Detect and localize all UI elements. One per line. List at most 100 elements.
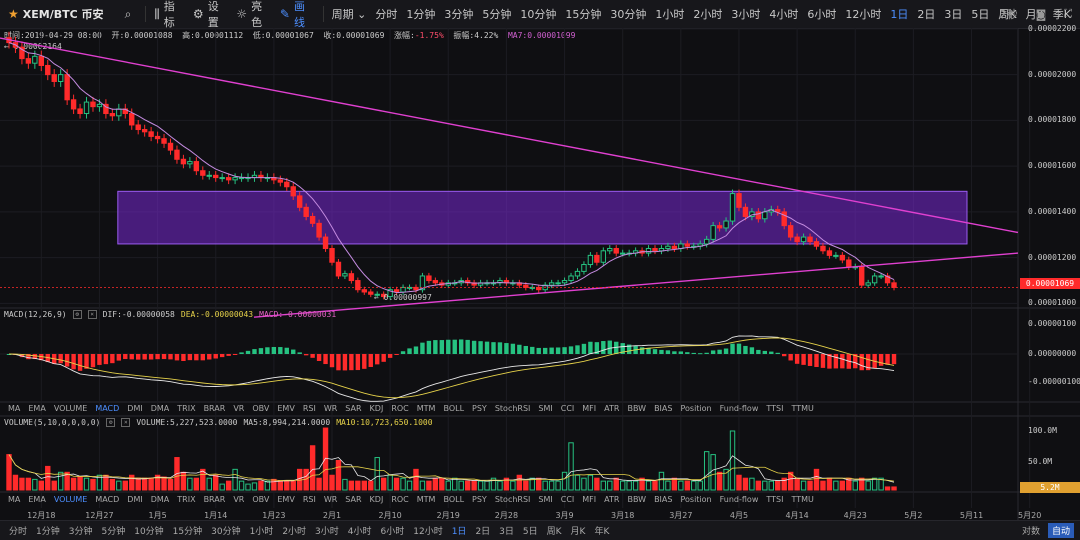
volume-tab-24[interactable]: BBW [627,495,647,504]
volume-tab-15[interactable]: ROC [391,495,409,504]
bottom-interval-18[interactable]: 月K [570,527,586,537]
volume-tab-10[interactable]: EMV [277,495,295,504]
volume-tab-20[interactable]: SMI [538,495,553,504]
bottom-interval-3[interactable]: 5分钟 [101,527,126,537]
macd-tab-11[interactable]: RSI [302,404,316,413]
settings-button[interactable]: ⚙ 设置 [193,0,226,30]
macd-tab-13[interactable]: SAR [345,404,362,413]
volume-tab-18[interactable]: PSY [472,495,487,504]
interval-6[interactable]: 30分钟 [610,8,647,21]
volume-close-icon[interactable]: × [121,418,131,427]
bottom-interval-0[interactable]: 分时 [9,527,28,537]
macd-tab-21[interactable]: CCI [560,404,575,413]
interval-9[interactable]: 3小时 [731,8,761,21]
macd-close-icon[interactable]: × [87,310,97,319]
volume-tab-28[interactable]: TTSI [766,495,784,504]
bottom-interval-19[interactable]: 年K [594,527,610,537]
macd-tab-8[interactable]: VR [233,404,245,413]
interval-0[interactable]: 分时 [375,8,398,21]
draw-button[interactable]: ✎ 画线 [280,0,313,30]
volume-tab-1[interactable]: EMA [28,495,46,504]
macd-tab-16[interactable]: MTM [416,404,436,413]
bottom-interval-6[interactable]: 30分钟 [211,527,241,537]
log-scale-button[interactable]: 对数 [1021,527,1040,537]
bottom-interval-10[interactable]: 4小时 [347,527,372,537]
search-button[interactable]: ⌕ [125,7,136,22]
bottom-interval-8[interactable]: 2小时 [282,527,307,537]
interval-10[interactable]: 4小时 [769,8,799,21]
volume-tab-26[interactable]: Position [680,495,712,504]
volume-tab-11[interactable]: RSI [302,495,316,504]
bottom-interval-12[interactable]: 12小时 [413,527,443,537]
volume-tab-14[interactable]: KDJ [369,495,384,504]
volume-tab-12[interactable]: WR [323,495,338,504]
bottom-interval-9[interactable]: 3小时 [315,527,339,537]
volume-tab-16[interactable]: MTM [416,495,436,504]
bottom-interval-4[interactable]: 10分钟 [134,527,164,537]
volume-tab-29[interactable]: TTMU [791,495,814,504]
macd-tab-1[interactable]: EMA [28,404,46,413]
volume-tab-19[interactable]: StochRSI [494,495,531,504]
macd-tab-14[interactable]: KDJ [369,404,384,413]
camera-icon[interactable]: ◙ [1035,7,1047,21]
volume-settings-icon[interactable]: ⚙ [106,418,116,427]
volume-tab-22[interactable]: MFI [582,495,597,504]
macd-tab-19[interactable]: StochRSI [494,404,531,413]
fullscreen-icon[interactable]: ⛶ [1064,7,1072,20]
volume-tab-17[interactable]: BOLL [443,495,465,504]
macd-settings-icon[interactable]: ⚙ [72,310,82,319]
auto-scale-button[interactable]: 自动 [1047,523,1074,538]
macd-tab-10[interactable]: EMV [277,404,295,413]
volume-tab-4[interactable]: DMI [127,495,143,504]
macd-tab-20[interactable]: SMI [538,404,553,413]
macd-tab-17[interactable]: BOLL [443,404,465,413]
interval-2[interactable]: 3分钟 [444,8,474,21]
macd-tab-28[interactable]: TTSI [766,404,784,413]
macd-tab-23[interactable]: ATR [604,404,620,413]
macd-tab-29[interactable]: TTMU [791,404,814,413]
macd-tab-3[interactable]: MACD [95,404,120,413]
interval-1[interactable]: 1分钟 [406,8,436,21]
interval-17[interactable]: 周K [998,8,1017,21]
indicator-button[interactable]: ⫼ 指标 [154,0,183,30]
interval-14[interactable]: 2日 [917,8,936,21]
brightness-button[interactable]: ☼ 亮色 [236,0,269,30]
volume-tab-9[interactable]: OBV [252,495,270,504]
interval-11[interactable]: 6小时 [807,8,837,21]
interval-5[interactable]: 15分钟 [565,8,602,21]
macd-tab-6[interactable]: TRIX [177,404,196,413]
interval-13[interactable]: 1日 [890,8,909,21]
volume-tab-21[interactable]: CCI [560,495,575,504]
interval-18[interactable]: 月K [1025,8,1044,21]
macd-tab-9[interactable]: OBV [252,404,270,413]
macd-tab-4[interactable]: DMI [127,404,143,413]
bottom-interval-15[interactable]: 3日 [499,527,514,537]
period-dropdown[interactable]: 周期 ⌄ [332,6,367,22]
volume-tab-8[interactable]: VR [233,495,245,504]
macd-tab-22[interactable]: MFI [582,404,597,413]
macd-tab-7[interactable]: BRAR [203,404,226,413]
bottom-interval-14[interactable]: 2日 [475,527,491,537]
macd-tab-12[interactable]: WR [323,404,338,413]
volume-tab-0[interactable]: MA [8,495,21,504]
interval-3[interactable]: 5分钟 [482,8,512,21]
macd-tab-27[interactable]: Fund-flow [719,404,759,413]
volume-tab-2[interactable]: VOLUME [53,495,88,504]
bottom-interval-1[interactable]: 1分钟 [36,527,60,537]
bottom-interval-7[interactable]: 1小时 [249,527,274,537]
macd-tab-24[interactable]: BBW [627,404,647,413]
macd-tab-2[interactable]: VOLUME [53,404,88,413]
macd-tab-25[interactable]: BIAS [654,404,673,413]
volume-tab-25[interactable]: BIAS [654,495,673,504]
macd-tab-18[interactable]: PSY [472,404,487,413]
volume-tab-7[interactable]: BRAR [203,495,226,504]
volume-tab-5[interactable]: DMA [150,495,170,504]
interval-19[interactable]: 季K [1052,8,1072,21]
interval-12[interactable]: 12小时 [845,8,882,21]
interval-7[interactable]: 1小时 [655,8,685,21]
macd-tab-0[interactable]: MA [8,404,21,413]
bottom-interval-17[interactable]: 周K [546,527,562,537]
bottom-interval-13[interactable]: 1日 [451,527,467,537]
volume-tab-27[interactable]: Fund-flow [719,495,759,504]
